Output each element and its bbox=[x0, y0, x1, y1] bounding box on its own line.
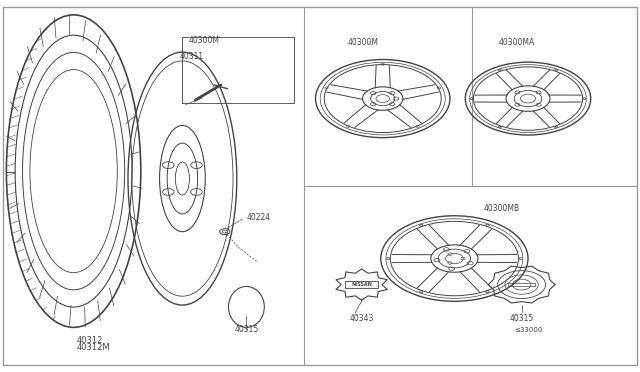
Text: NISSAN: NISSAN bbox=[351, 282, 372, 287]
Bar bbox=[345, 281, 378, 288]
Text: 40343: 40343 bbox=[349, 314, 374, 323]
Text: 40312M: 40312M bbox=[77, 343, 111, 352]
Text: ≤33000: ≤33000 bbox=[514, 327, 542, 333]
Text: 40315: 40315 bbox=[234, 326, 259, 334]
Text: 40224: 40224 bbox=[246, 213, 271, 222]
Text: 40312: 40312 bbox=[77, 336, 103, 345]
Text: 40300MA: 40300MA bbox=[499, 38, 535, 46]
Bar bbox=[508, 283, 535, 286]
Text: 40300MB: 40300MB bbox=[483, 204, 519, 213]
Text: 40300M: 40300M bbox=[348, 38, 378, 46]
Text: 40311: 40311 bbox=[179, 52, 204, 61]
Text: 40300M: 40300M bbox=[189, 36, 220, 45]
Text: 40315: 40315 bbox=[509, 314, 534, 323]
